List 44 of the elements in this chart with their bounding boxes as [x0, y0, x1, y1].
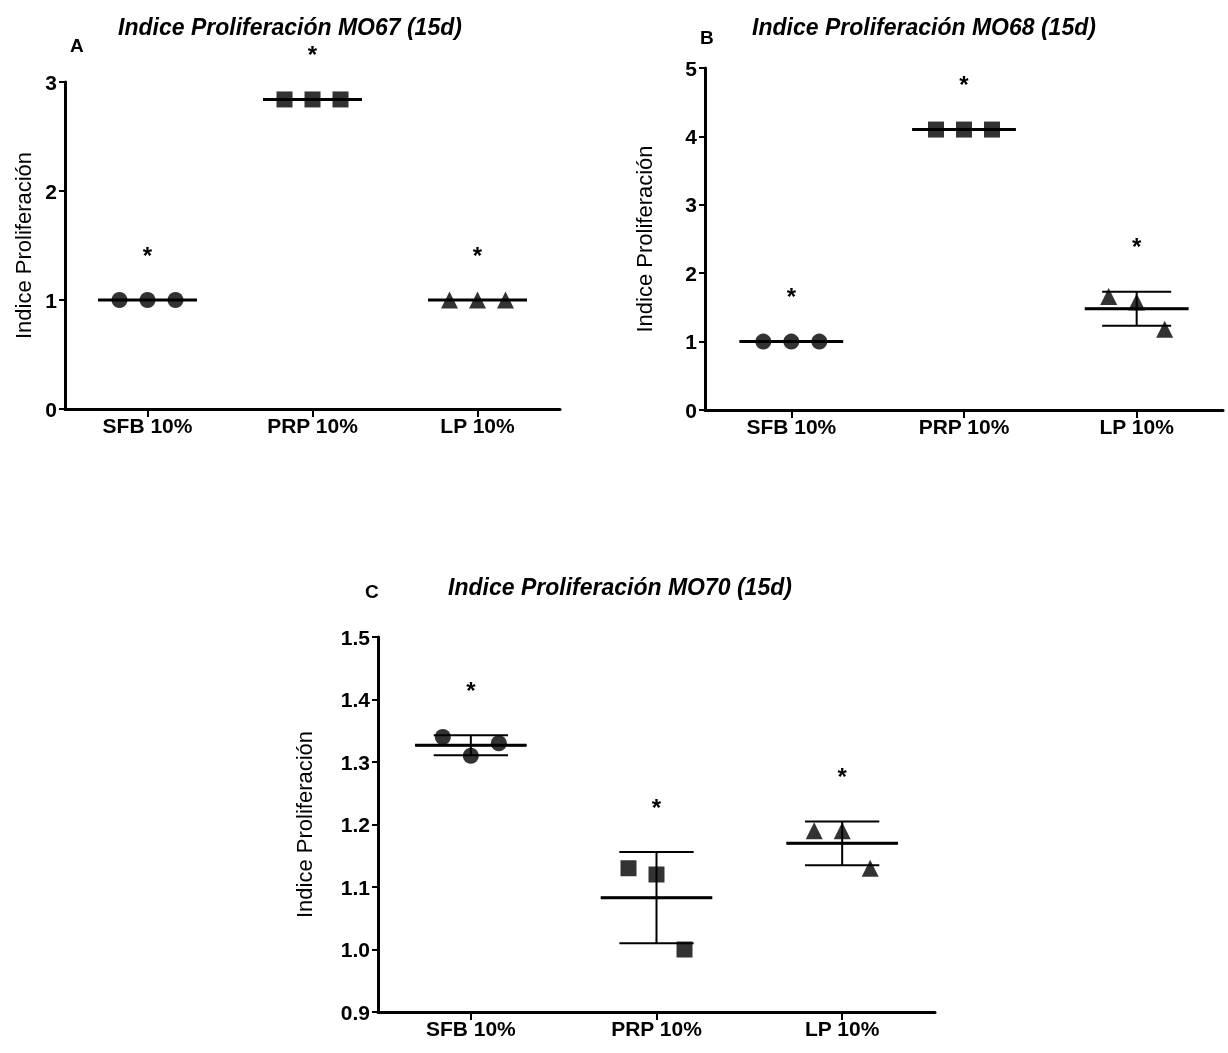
annotation: * [1131, 233, 1142, 261]
x-tick-label: SFB 10% [102, 414, 193, 437]
x-tick-label: PRP 10% [918, 415, 1010, 438]
y-tick-label: 1.5 [340, 625, 371, 649]
y-tick-label: 3 [45, 70, 57, 94]
y-axis-title: Indice Proliferación [631, 145, 657, 333]
y-axis-title: Indice Proliferación [291, 730, 317, 919]
text: C [365, 581, 379, 602]
y-tick-label: 0 [45, 397, 57, 421]
y-tick-label: 2 [685, 261, 697, 285]
y-tick-label: 4 [685, 124, 698, 148]
x-tick-label: SFB 10% [425, 1017, 517, 1040]
text: A [70, 35, 84, 56]
x-tick-label: SFB 10% [746, 415, 837, 438]
chart-title: Indice Proliferación MO67 (15d) [118, 13, 462, 40]
y-tick-label: 3 [685, 193, 697, 217]
y-tick-label: 0.9 [340, 1000, 370, 1024]
y-tick-label: 1.2 [340, 813, 370, 836]
text: * [307, 40, 318, 68]
y-tick-label: 1 [45, 288, 58, 312]
y-tick-label: 5 [685, 56, 698, 80]
annotation: * [472, 241, 483, 269]
y-tick-label: 1.0 [340, 938, 370, 961]
x-tick-label: LP 10% [805, 1017, 880, 1040]
annotation: * [959, 71, 970, 99]
y-tick-label: 1 [685, 330, 698, 354]
chart-title: Indice Proliferación MO68 (15d) [752, 13, 1096, 40]
x-tick-label: PRP 10% [611, 1017, 703, 1040]
annotation: * [786, 283, 797, 311]
annotation: * [142, 241, 153, 269]
y-tick-label: 1.1 [340, 875, 371, 899]
annotation: * [651, 793, 662, 821]
y-axis-title: Indice Proliferación [10, 151, 36, 340]
annotation: * [837, 762, 848, 790]
y-tick-label: 1.4 [340, 688, 371, 711]
x-tick-label: LP 10% [440, 414, 515, 437]
y-tick-label: 1.3 [340, 750, 370, 774]
chart-title: Indice Proliferación MO70 (15d) [448, 573, 792, 600]
y-tick-label: 2 [45, 179, 57, 203]
text: B [700, 27, 714, 48]
y-tick-label: 0 [685, 398, 697, 422]
x-tick-label: LP 10% [1099, 415, 1175, 438]
x-tick-label: PRP 10% [267, 414, 359, 437]
annotation: * [466, 676, 477, 704]
